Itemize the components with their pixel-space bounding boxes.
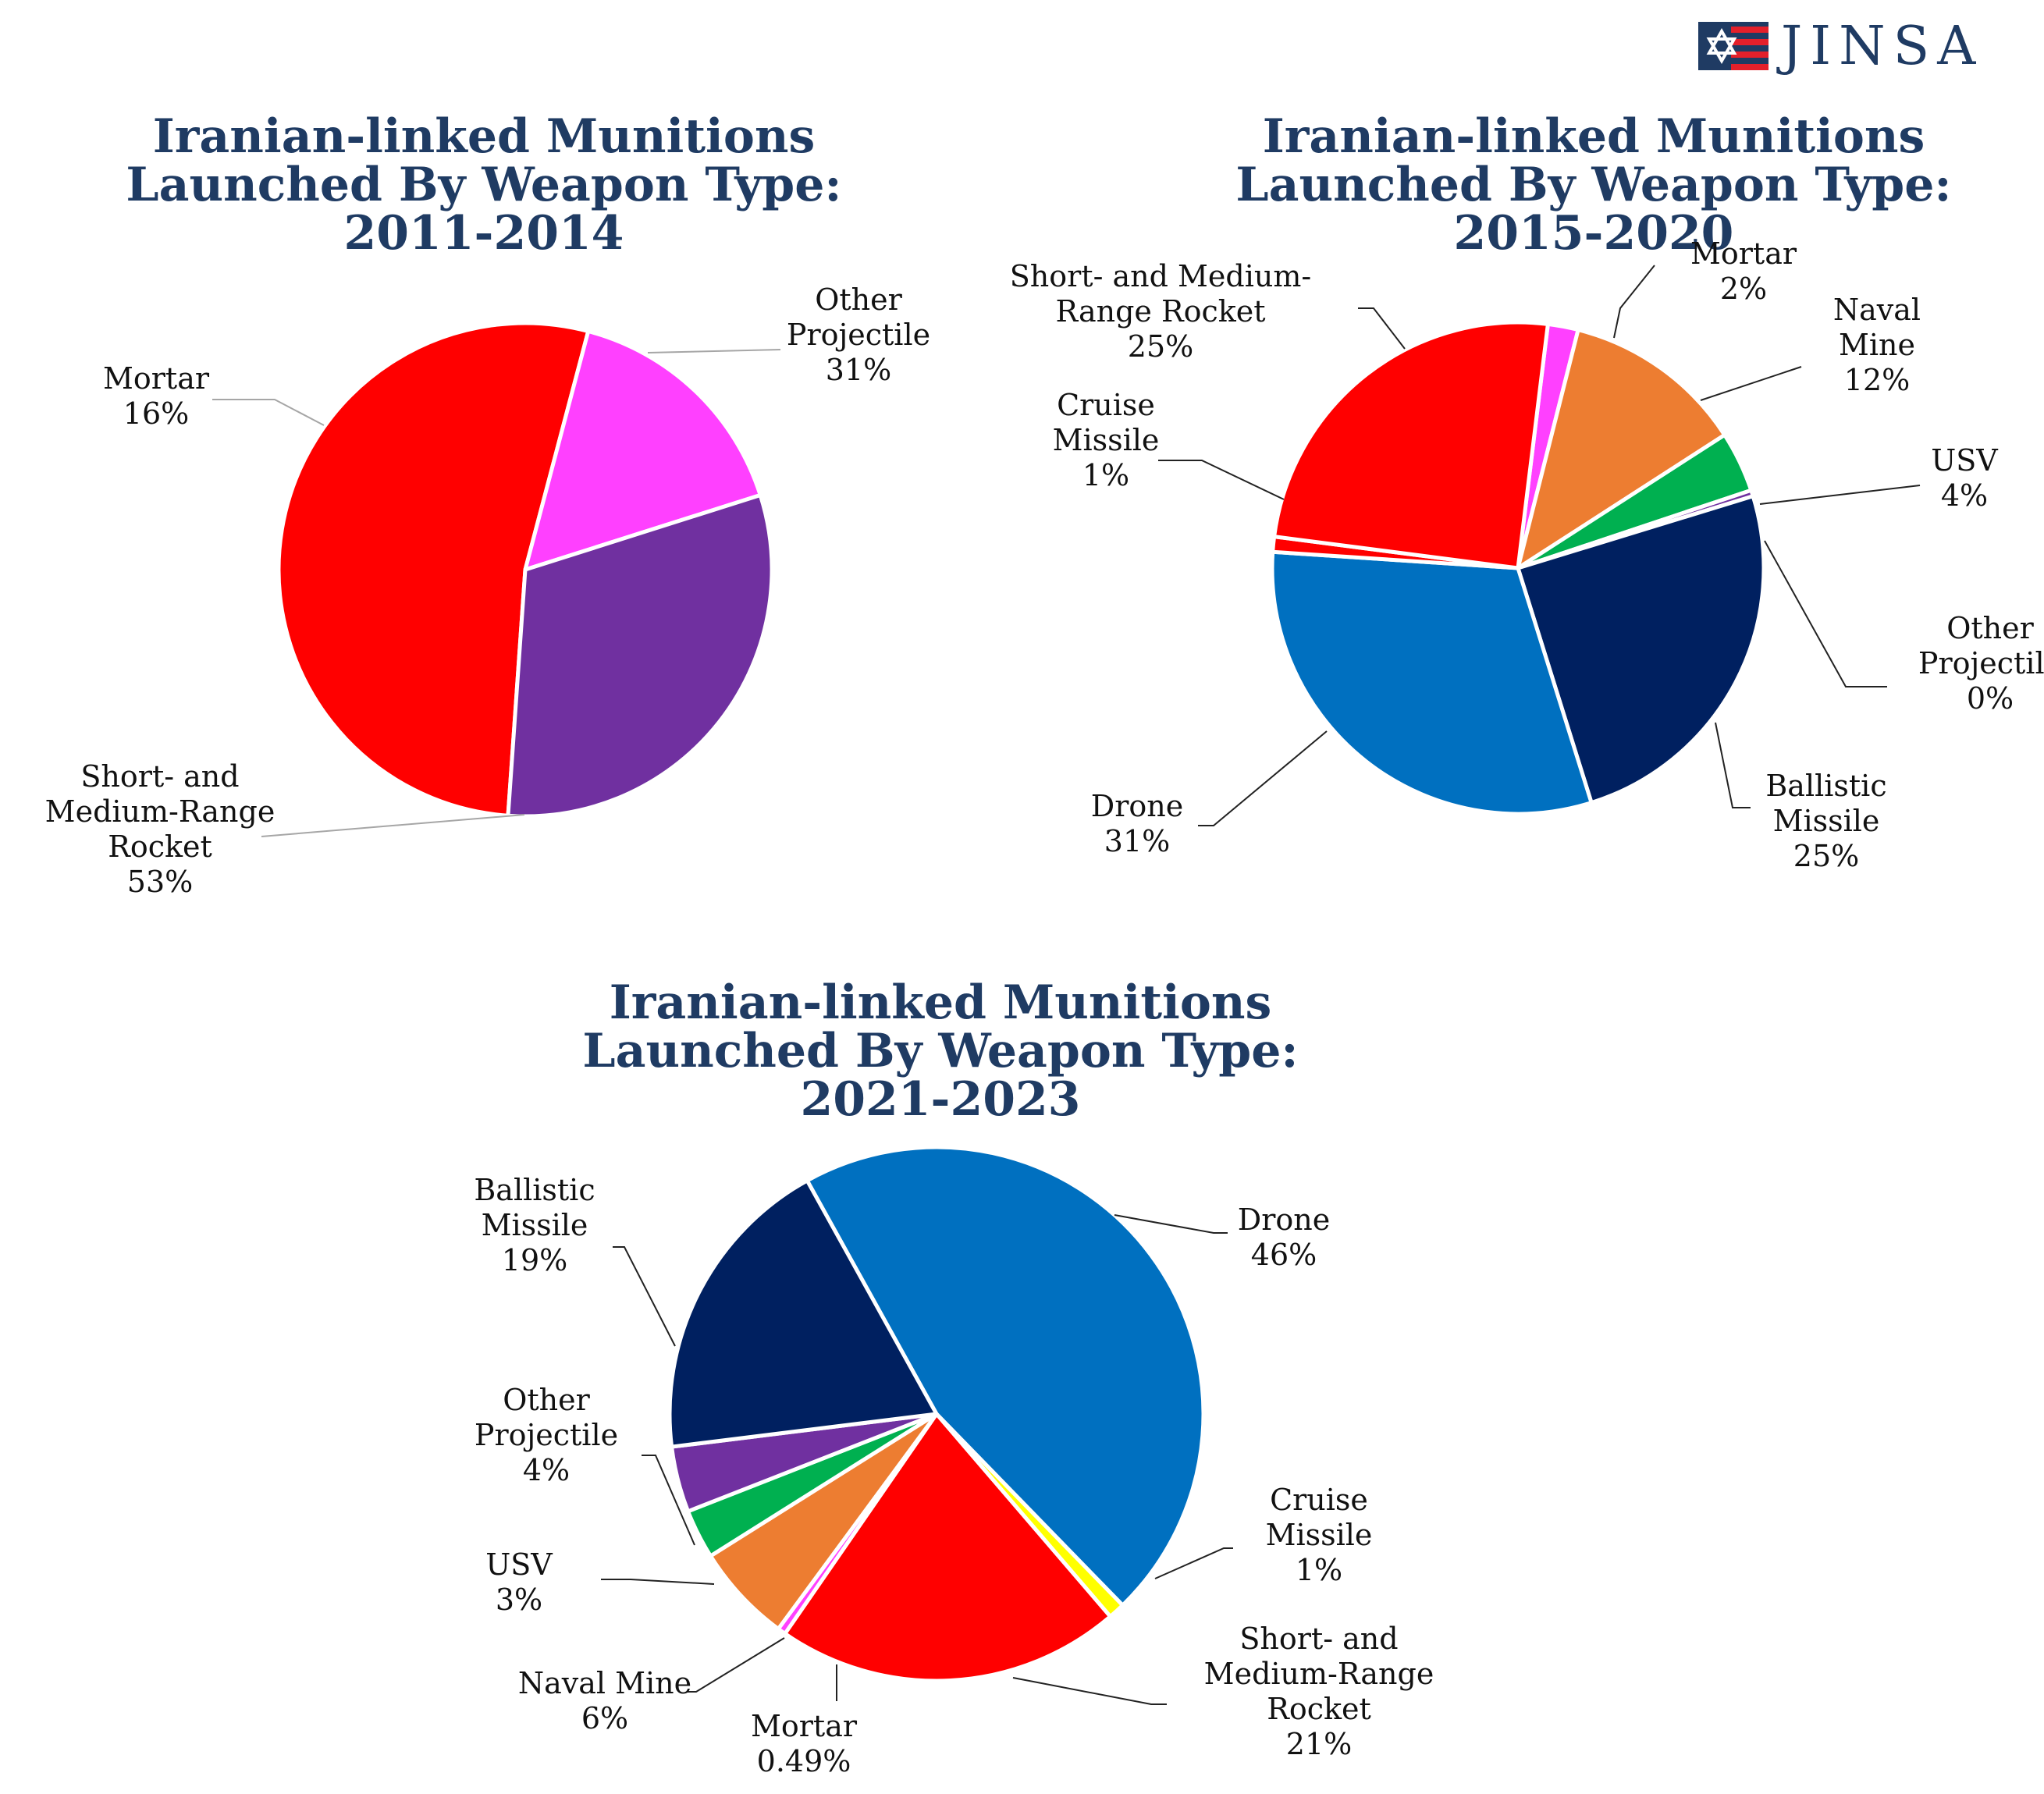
data-label-short-and-medium-range-rocket: Short- and Medium-Range Rocket 21%: [1204, 1622, 1434, 1761]
flag-star-icon: [1698, 22, 1769, 70]
data-label-mortar: Mortar 16%: [103, 361, 210, 431]
data-label-usv: USV 3%: [485, 1547, 553, 1617]
leader-line-other-projectile: [642, 1455, 695, 1546]
data-label-mortar: Mortar 0.49%: [751, 1709, 858, 1778]
data-label-ballistic-missile: Ballistic Missile 19%: [474, 1173, 595, 1277]
data-label-usv: USV 4%: [1931, 443, 1998, 513]
pie-slice-ballistic-missile: [1516, 494, 1766, 805]
logo-text: JINSA: [1776, 16, 1983, 77]
jinsa-logo: JINSA: [1698, 16, 1983, 77]
data-label-other-projectile: Other Projectile 31%: [787, 282, 930, 387]
data-label-naval-mine: Naval Mine 6%: [518, 1666, 691, 1735]
chart-title-line: Iranian-linked Munitions: [1263, 109, 1925, 164]
leader-line-drone: [1198, 730, 1328, 826]
leader-line-cruise-missile: [1154, 1547, 1233, 1579]
chart-title-line: Iranian-linked Munitions: [153, 109, 816, 164]
chart-title-line: 2011-2014: [344, 206, 624, 261]
leader-line-mortar: [1613, 265, 1655, 339]
data-label-cruise-missile: Cruise Missile 1%: [1053, 388, 1160, 492]
data-label-drone: Drone 46%: [1238, 1203, 1330, 1272]
chart-title-line: Launched By Weapon Type:: [126, 158, 841, 212]
leader-line-short-and-medium-range-rocket: [1012, 1677, 1167, 1705]
data-label-other-projectile: Other Projectile 4%: [475, 1383, 618, 1487]
leader-line-other-projectile: [1764, 540, 1887, 687]
leader-line-mortar: [212, 399, 325, 426]
pie-slice-short-and-medium-range-rocket: [276, 321, 591, 818]
chart-title-line: Iranian-linked Munitions: [610, 975, 1272, 1030]
leader-line-usv: [1759, 485, 1921, 505]
leader-line-cruise-missile: [1158, 460, 1285, 500]
data-label-short-and-medium-range-rocket: Short- and Medium-Range Rocket 53%: [45, 759, 275, 899]
chart-title-line: 2021-2023: [801, 1072, 1081, 1127]
data-label-drone: Drone 31%: [1091, 789, 1183, 858]
pie-slice-short-and-medium-range-rocket: [1272, 320, 1550, 570]
pie-slice-drone: [1270, 549, 1594, 816]
pie-slice-mortar: [523, 329, 763, 572]
data-label-other-projectile: OtherProjectile0%: [1918, 611, 2044, 716]
leader-line-drone: [1114, 1214, 1228, 1234]
leader-line-ballistic-missile: [1715, 722, 1751, 808]
leader-line-other-projectile: [647, 349, 781, 353]
data-label-mortar: Mortar 2%: [1690, 236, 1797, 306]
leader-line-ballistic-missile: [613, 1246, 676, 1347]
data-label-naval-mine: Naval Mine 12%: [1833, 293, 1921, 397]
chart-title-line: Launched By Weapon Type:: [1235, 158, 1951, 212]
pie-slice-short-and-medium-range-rocket: [783, 1412, 1113, 1683]
pie-slice-naval-mine: [1516, 328, 1727, 570]
leader-line-short-and-medium-range-rocket: [261, 814, 525, 837]
leader-line-short-and-medium-range-rocket: [1358, 307, 1406, 350]
leader-line-usv: [601, 1579, 715, 1585]
data-label-short-and-medium-range-rocket: Short- and Medium-Range Rocket 25%: [1010, 259, 1312, 364]
pie-slice-other-projectile: [506, 492, 774, 819]
leader-line-naval-mine: [687, 1637, 785, 1693]
chart-title-line: 2015-2020: [1454, 206, 1734, 261]
chart-title-line: Launched By Weapon Type:: [582, 1024, 1298, 1078]
data-label-ballistic-missile: Ballistic Missile 25%: [1765, 769, 1886, 873]
data-label-cruise-missile: Cruise Missile 1%: [1266, 1483, 1373, 1587]
pie-slice-ballistic-missile: [667, 1178, 939, 1449]
pie-slice-drone: [805, 1145, 1206, 1607]
leader-line-naval-mine: [1700, 366, 1802, 401]
